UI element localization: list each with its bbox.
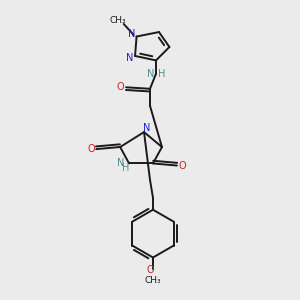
Text: CH₃: CH₃ [110,16,126,25]
Text: N: N [128,29,136,39]
Text: H: H [158,69,165,79]
Text: O: O [117,82,124,92]
Text: N: N [143,123,151,133]
Text: N: N [147,69,154,79]
Text: N: N [117,158,124,168]
Text: H: H [122,163,129,173]
Text: CH₃: CH₃ [145,276,161,285]
Text: N: N [126,53,134,63]
Text: O: O [146,265,154,275]
Text: O: O [178,160,186,170]
Text: O: O [87,144,95,154]
